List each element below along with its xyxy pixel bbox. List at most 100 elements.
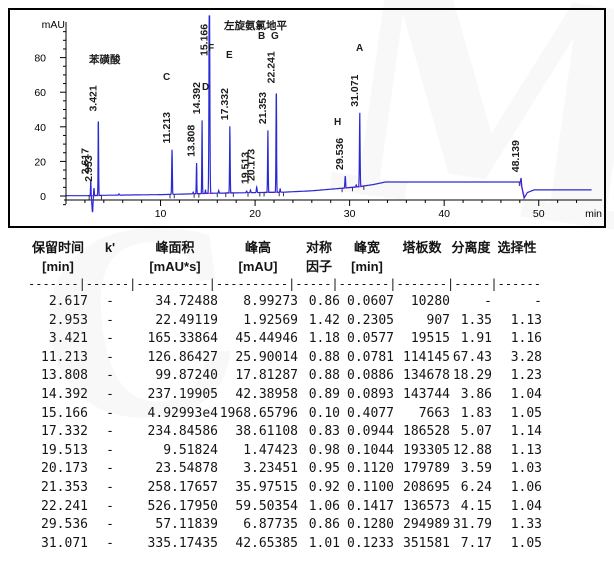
table-row: 19.513 - 9.51824 1.47423 0.98 0.1044 193305 12.… (28, 442, 588, 461)
table-cell: 42.65385 (235, 535, 298, 551)
column-header-unit (88, 257, 132, 276)
table-cell: 0.0944 (347, 424, 394, 440)
table-cell: 23.54878 (155, 461, 218, 477)
peak-annotation: E (226, 50, 233, 61)
table-cell: 15.166 (41, 405, 88, 421)
table-cell: - (106, 405, 114, 421)
table-cell: 134678 (403, 368, 450, 384)
table-cell: - (106, 386, 114, 402)
column-header: 对称 (305, 240, 332, 255)
table-cell: 335.17435 (147, 535, 218, 551)
table-cell: - (106, 517, 114, 533)
peak-label: 2.617 (80, 148, 92, 174)
table-cell: 0.1100 (347, 479, 394, 495)
table-cell: 3.28 (510, 349, 542, 365)
table-cell: 38.61108 (235, 424, 298, 440)
table-cell: 0.88 (308, 368, 340, 384)
table-cell: 907 (426, 312, 450, 328)
table-cell: 19.513 (41, 442, 88, 458)
table-row: 21.353 - 258.17657 35.97515 0.92 0.1100 208695… (28, 479, 588, 498)
table-cell: 99.87240 (155, 368, 218, 384)
svg-text:80: 80 (34, 53, 46, 65)
peak-label: 13.808 (186, 125, 198, 157)
table-cell: 237.19905 (147, 386, 218, 402)
table-cell: 1.83 (460, 405, 492, 421)
table-cell: 4.15 (460, 498, 492, 514)
table-cell: 0.0607 (347, 294, 394, 309)
table-row: 14.392 - 237.19905 42.38958 0.89 0.0893 143744… (28, 386, 588, 405)
table-body: 2.617-34.72488 8.99273 0.86 0.0607 10280- -2.… (28, 293, 588, 553)
table-cell: 0.86 (308, 517, 340, 533)
peak-annotation: H (334, 117, 341, 128)
table-cell: - (106, 312, 114, 328)
peak-annotation: A (356, 43, 363, 54)
table-cell: 0.4077 (347, 405, 394, 421)
table-cell: 0.10 (308, 405, 340, 421)
table-cell: 1.18 (308, 331, 340, 347)
table-cell: - (106, 424, 114, 440)
peak-annotation: D (202, 82, 209, 93)
table-cell: 136573 (403, 498, 450, 514)
table-cell: 0.98 (308, 442, 340, 458)
table-cell: 1.05 (510, 535, 542, 551)
peak-label: 14.392 (191, 82, 203, 114)
table-row: 2.617 - 34.72488 8.99273 0.86 0.0607 10280 - - (28, 293, 588, 312)
column-header-unit: [mAU] (238, 259, 278, 274)
table-cell: 0.0893 (347, 386, 394, 402)
table-row: 31.071 - 335.17435 42.65385 1.01 0.1233 351581… (28, 535, 588, 554)
table-cell: 3.86 (460, 386, 492, 402)
svg-text:10: 10 (155, 208, 167, 220)
svg-text:50: 50 (533, 208, 545, 220)
peak-label: 31.071 (349, 74, 361, 106)
table-row: 13.808-99.87240 17.81287 0.88 0.0886 134678 1… (28, 367, 588, 386)
column-header: 保留时间 (31, 240, 84, 255)
table-cell: 14.392 (41, 386, 88, 402)
table-row: 15.166 - 4.92993e4 1968.65796 0.10 0.4077 7663… (28, 405, 588, 424)
table-cell: 35.97515 (235, 479, 298, 495)
table-cell: 0.95 (308, 461, 340, 477)
table-cell: 1.47423 (243, 442, 298, 458)
table-cell: 31.071 (41, 535, 88, 551)
table-cell: 11.213 (41, 349, 88, 365)
table-cell: 1.06 (308, 498, 340, 514)
table-cell: 31.79 (452, 517, 492, 533)
table-cell: 22.49119 (155, 312, 218, 328)
table-cell: 1.92569 (243, 312, 298, 328)
peak-label: 19.513 (239, 152, 251, 184)
svg-text:0: 0 (40, 191, 46, 203)
table-cell: - (106, 442, 114, 458)
table-row: 29.536 - 57.11839 6.87735 0.86 0.1280 294989 31… (28, 516, 588, 535)
table-cell: - (484, 294, 492, 309)
table-cell: 179789 (403, 461, 450, 477)
table-cell: 0.0886 (347, 368, 394, 384)
peak-label: 48.139 (510, 140, 522, 172)
peak-annotation: G (271, 31, 279, 42)
table-cell: 193305 (403, 442, 450, 458)
table-cell: 0.92 (308, 479, 340, 495)
table-cell: 165.33864 (147, 331, 218, 347)
column-header: 峰面积 (155, 240, 195, 255)
table-cell: 1968.65796 (219, 405, 298, 421)
table-cell: 1.06 (510, 479, 542, 495)
table-cell: 114145 (403, 349, 450, 365)
table-cell: 19515 (410, 331, 450, 347)
table-cell: 1.91 (460, 331, 492, 347)
column-header: 分离度 (451, 240, 491, 255)
table-cell: 0.88 (308, 349, 340, 365)
table-cell: - (106, 535, 114, 551)
table-cell: - (106, 461, 114, 477)
table-cell: 0.0577 (347, 331, 394, 347)
peak-label: 11.213 (161, 112, 173, 144)
table-cell: 12.88 (452, 442, 492, 458)
table-cell: 7.17 (460, 535, 492, 551)
column-header-unit (394, 257, 450, 276)
table-cell: - (106, 479, 114, 495)
table-cell: - (106, 368, 114, 384)
table-header-row-1: 保留时间 k' 峰面积 峰高 对称 峰宽 塔板数 分离度 选择性 (28, 238, 588, 257)
table-cell: 1.04 (510, 386, 542, 402)
y-axis-unit: mAU (42, 19, 65, 31)
table-cell: - (106, 294, 114, 309)
table-cell: - (106, 349, 114, 365)
